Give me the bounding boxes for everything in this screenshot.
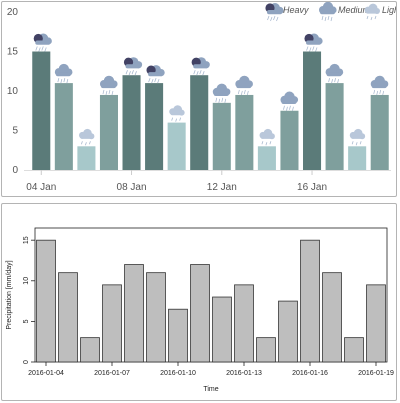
cloud-icon xyxy=(54,63,73,84)
x-tick-label: 2016-01-16 xyxy=(292,370,328,377)
x-tick-label: 2016-01-04 xyxy=(28,370,64,377)
weather-chart-panel: 0 5 10 15 20 04 Jan 08 Jan 12 Jan 16 Jan Heavy Med… xyxy=(1,1,397,197)
bar xyxy=(54,83,73,170)
bar xyxy=(278,300,298,363)
cloud-icon xyxy=(259,128,275,146)
bar xyxy=(234,284,254,363)
y-tick-label: 15 xyxy=(23,236,30,244)
x-tick-label: 08 Jan xyxy=(117,182,147,193)
bar xyxy=(256,337,276,363)
y-axis-label: Precipitation [mm/day] xyxy=(6,260,13,329)
cloud-icon xyxy=(146,65,165,84)
cloud-icon xyxy=(99,75,118,96)
bar xyxy=(124,264,144,363)
legend-label: Heavy xyxy=(283,5,309,15)
bar xyxy=(303,51,322,170)
bar xyxy=(32,51,51,170)
x-tick-label: 2016-01-10 xyxy=(160,370,196,377)
y-tick-label: 15 xyxy=(7,47,19,58)
weather-bar-chart: 0 5 10 15 20 04 Jan 08 Jan 12 Jan 16 Jan Heavy Med… xyxy=(7,2,396,193)
cloud-icon xyxy=(212,83,231,103)
bar xyxy=(370,94,389,170)
bar xyxy=(122,75,141,170)
bar xyxy=(99,94,118,170)
x-axis-label: Time xyxy=(203,386,218,393)
cloud-icon xyxy=(235,75,253,96)
bar xyxy=(344,337,364,363)
y-tick-label: 20 xyxy=(7,7,19,18)
y-tick-label: 10 xyxy=(7,86,19,97)
bar xyxy=(366,284,386,363)
bar xyxy=(348,146,367,170)
bar xyxy=(280,110,299,170)
bar xyxy=(167,122,186,170)
legend-cloud-icon xyxy=(319,2,337,22)
bar xyxy=(300,239,320,363)
y-tick-label: 5 xyxy=(23,319,30,323)
bar xyxy=(146,272,166,363)
y-tick-label: 5 xyxy=(12,126,18,137)
legend-item-medium: Medium xyxy=(319,2,371,22)
legend-cloud-icon xyxy=(364,3,380,21)
bar xyxy=(212,296,232,363)
plot-frame xyxy=(34,227,388,363)
bar xyxy=(168,308,188,363)
legend-cloud-icon xyxy=(265,3,284,22)
cloud-icon xyxy=(123,57,143,76)
bar xyxy=(36,239,56,363)
bar xyxy=(235,94,254,170)
legend-item-heavy: Heavy xyxy=(265,3,309,22)
x-tick-label: 04 Jan xyxy=(26,182,56,193)
y-tick-label: 0 xyxy=(12,165,18,176)
x-tick-label: 2016-01-13 xyxy=(226,370,262,377)
cloud-icon xyxy=(33,33,52,52)
cloud-icon xyxy=(280,91,299,111)
legend-item-light: Light xyxy=(364,3,396,21)
cloud-icon xyxy=(169,105,185,122)
cloud-icon xyxy=(79,128,95,146)
bar xyxy=(80,337,100,363)
cloud-icon xyxy=(370,75,389,96)
bar xyxy=(257,146,276,170)
cloud-icon xyxy=(325,63,344,84)
y-tick-label: 10 xyxy=(23,277,30,285)
bar xyxy=(212,102,231,170)
cloud-icon xyxy=(191,57,210,76)
x-tick-label: 16 Jan xyxy=(297,182,327,193)
bar xyxy=(190,264,210,363)
bar xyxy=(77,146,96,170)
precipitation-chart-panel: 0 5 10 15 2016-01-04 2016-01-07 2016-01-10 2016… xyxy=(1,203,397,401)
legend-label: Medium xyxy=(338,5,371,15)
bar xyxy=(102,284,122,363)
x-tick-label: 2016-01-19 xyxy=(358,370,394,377)
x-tick-label: 2016-01-07 xyxy=(94,370,130,377)
y-tick-label: 0 xyxy=(23,360,30,364)
bar xyxy=(322,272,342,363)
bar xyxy=(58,272,78,363)
cloud-icon xyxy=(304,33,323,52)
cloud-icon xyxy=(349,128,366,146)
legend-label: Light xyxy=(382,5,396,15)
bar xyxy=(145,83,164,170)
bar xyxy=(190,75,209,170)
bar xyxy=(325,83,344,170)
x-tick-label: 12 Jan xyxy=(207,182,237,193)
precipitation-bar-chart: 0 5 10 15 2016-01-04 2016-01-07 2016-01-10 2016… xyxy=(6,227,394,393)
